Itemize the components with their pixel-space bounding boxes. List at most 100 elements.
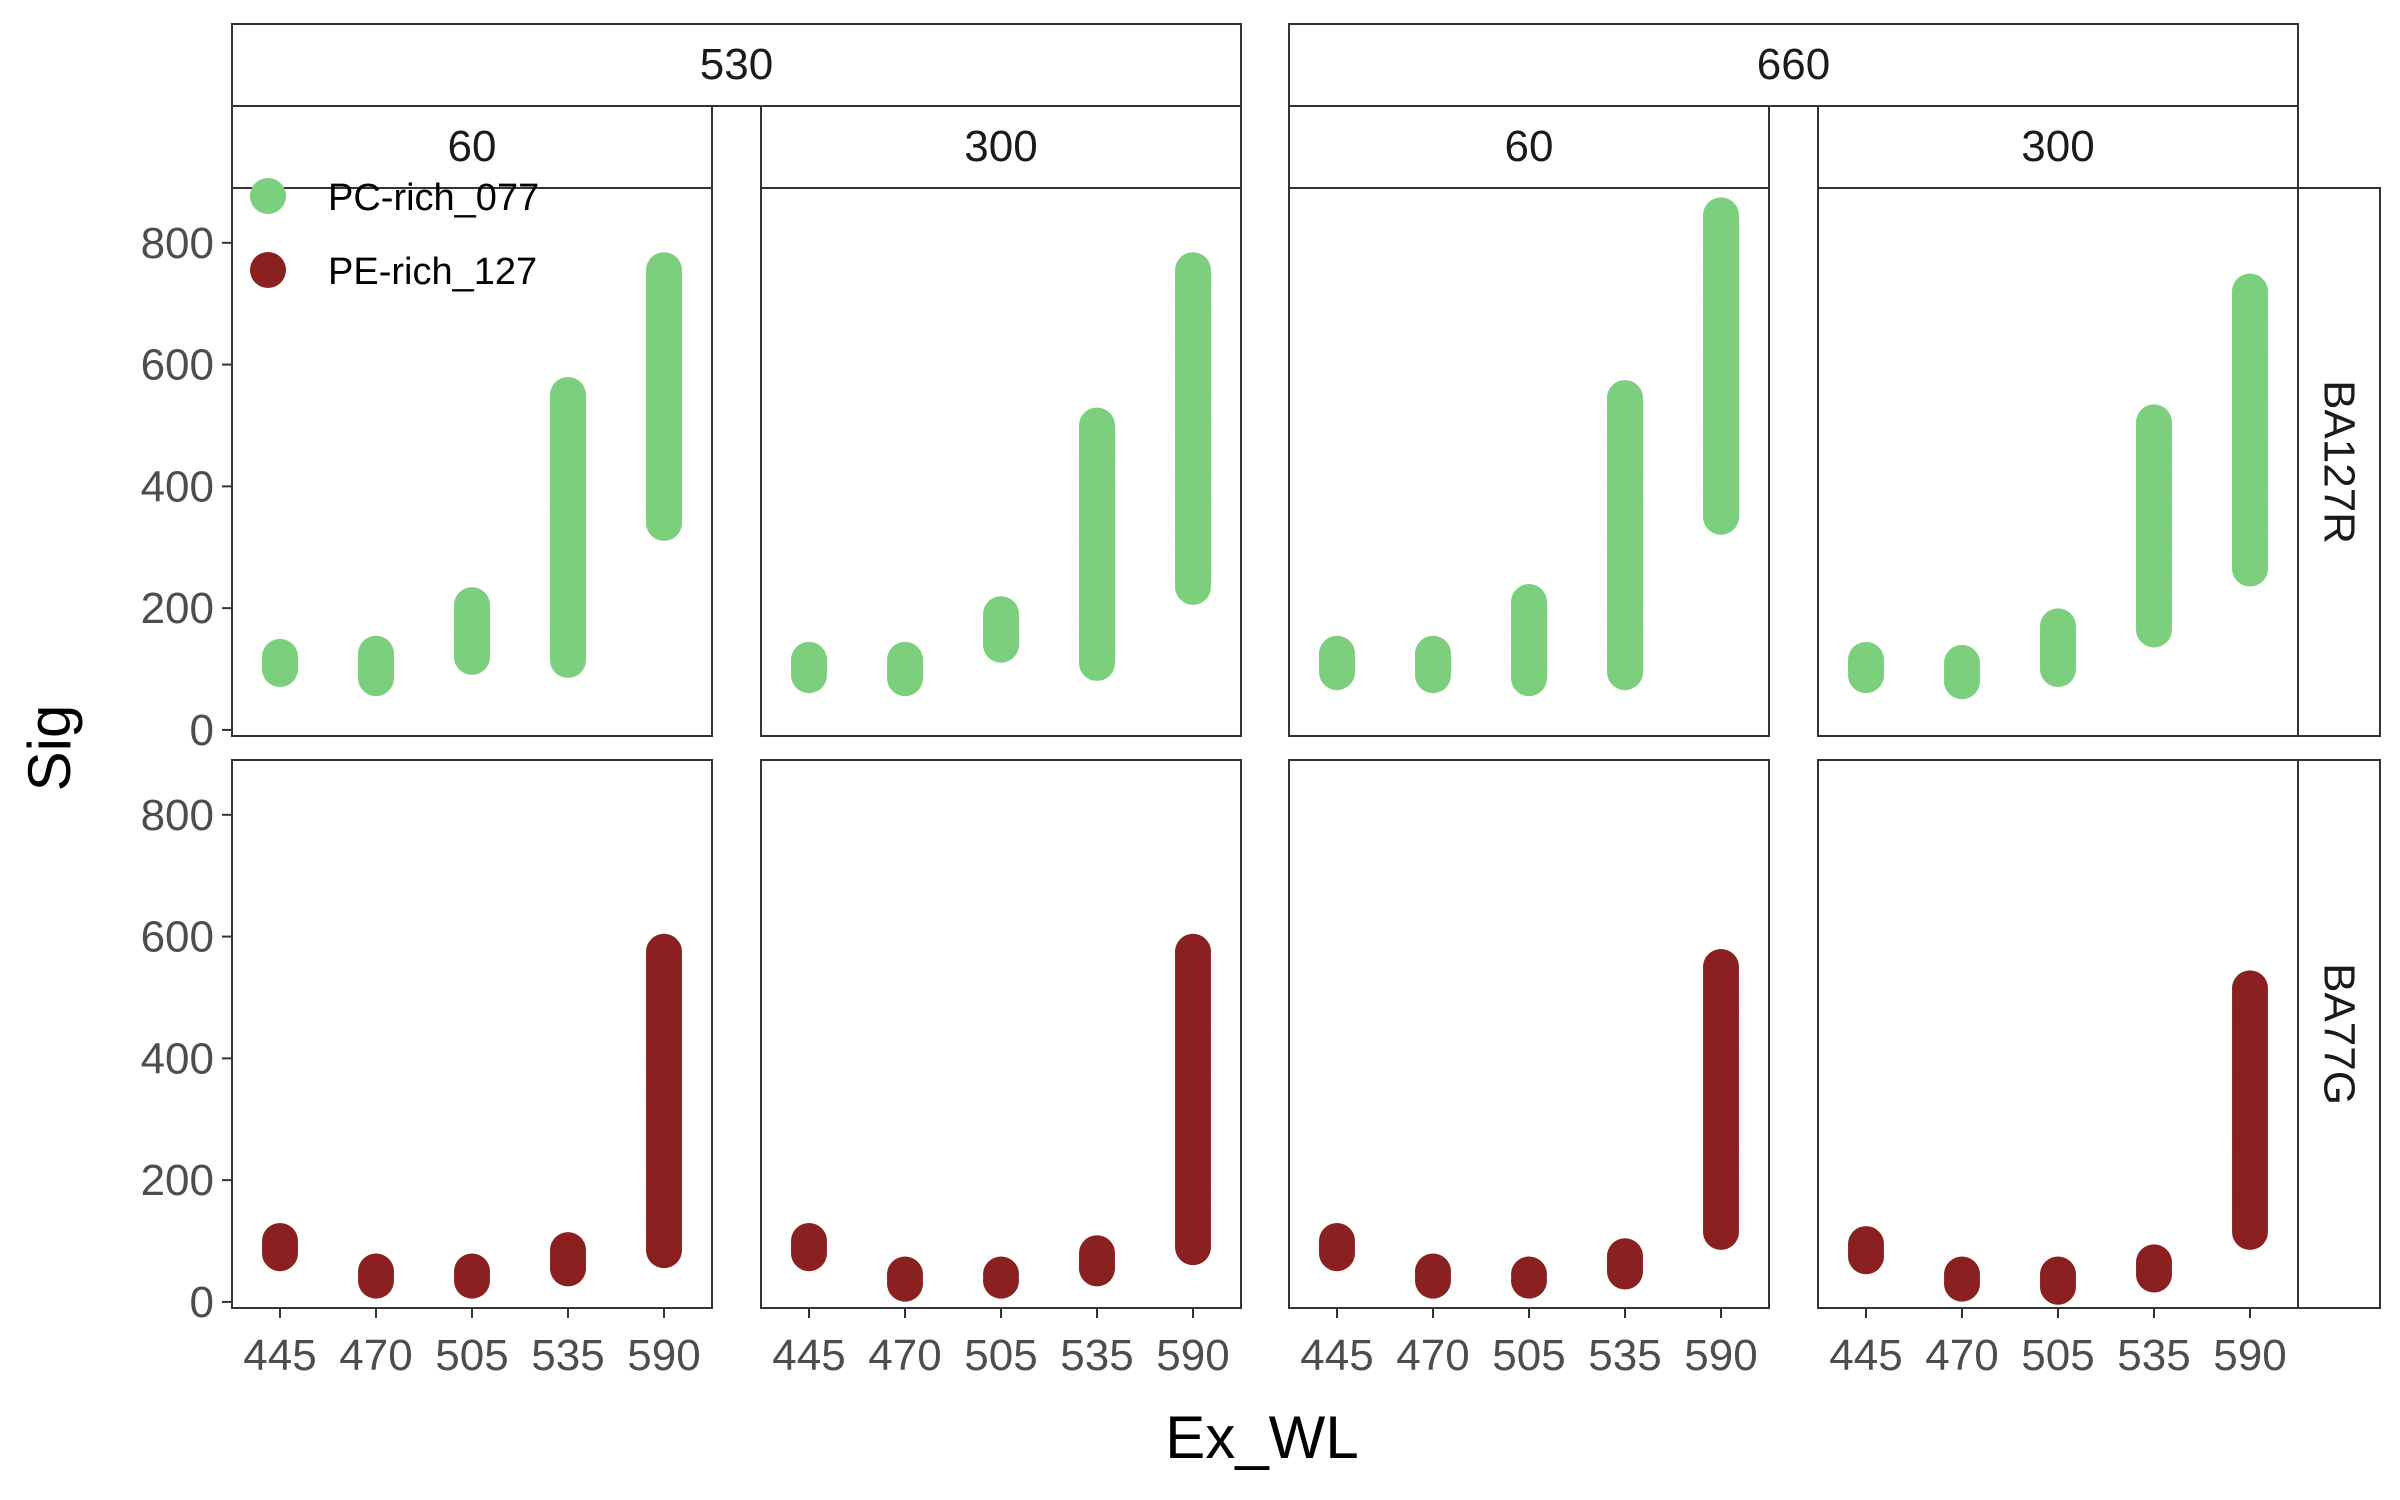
column-strip-outer-label: 530 bbox=[700, 40, 773, 89]
y-tick-label: 800 bbox=[141, 219, 214, 268]
data-point bbox=[887, 1256, 923, 1293]
column-strip-inner bbox=[760, 105, 1242, 189]
column-strip-outer bbox=[231, 23, 1242, 107]
data-point bbox=[358, 1253, 394, 1290]
panel-frame bbox=[1288, 759, 1770, 1309]
x-tick-label: 445 bbox=[243, 1331, 316, 1380]
data-point bbox=[791, 641, 827, 678]
data-point bbox=[1848, 641, 1884, 678]
y-tick-label: 800 bbox=[141, 791, 214, 840]
data-point bbox=[1415, 635, 1451, 672]
x-tick-label: 590 bbox=[1156, 1331, 1229, 1380]
data-point bbox=[1511, 1256, 1547, 1293]
panel-frame bbox=[760, 759, 1242, 1309]
data-point bbox=[2232, 970, 2268, 1007]
y-tick-label: 200 bbox=[141, 1156, 214, 1205]
column-strip-inner-label: 300 bbox=[964, 122, 1037, 171]
data-point bbox=[1415, 1253, 1451, 1290]
row-strip bbox=[2297, 187, 2381, 737]
column-strip-inner-label: 60 bbox=[1505, 122, 1554, 171]
data-point bbox=[1607, 1238, 1643, 1275]
data-point bbox=[1319, 635, 1355, 672]
panel-points-BA77G-660-60 bbox=[1319, 949, 1739, 1299]
x-tick-label: 445 bbox=[1300, 1331, 1373, 1380]
data-point bbox=[887, 641, 923, 678]
data-point bbox=[1079, 407, 1115, 444]
data-point bbox=[646, 252, 682, 289]
panel-points-BA77G-530-60 bbox=[262, 933, 682, 1299]
data-point bbox=[454, 1253, 490, 1290]
y-tick-label: 200 bbox=[141, 584, 214, 633]
x-tick-label: 470 bbox=[1396, 1331, 1469, 1380]
x-tick-label: 590 bbox=[1684, 1331, 1757, 1380]
x-tick-label: 590 bbox=[627, 1331, 700, 1380]
x-tick-label: 535 bbox=[531, 1331, 604, 1380]
column-strip-inner bbox=[231, 105, 713, 189]
x-tick-label: 505 bbox=[1492, 1331, 1565, 1380]
legend-label: PE-rich_127 bbox=[328, 251, 537, 293]
data-point bbox=[262, 638, 298, 675]
x-tick-label: 505 bbox=[964, 1331, 1037, 1380]
data-point bbox=[358, 635, 394, 672]
panel-points-BA127R-530-60 bbox=[262, 252, 682, 697]
data-point bbox=[550, 1232, 586, 1269]
data-point bbox=[454, 587, 490, 624]
column-strip-outer bbox=[1288, 23, 2299, 107]
data-point bbox=[1944, 1256, 1980, 1293]
x-tick-label: 535 bbox=[1060, 1331, 1133, 1380]
legend-label: PC-rich_077 bbox=[328, 177, 539, 219]
column-strip-inner-label: 60 bbox=[448, 122, 497, 171]
y-tick-label: 600 bbox=[141, 913, 214, 962]
data-point bbox=[2040, 608, 2076, 645]
column-strip-inner bbox=[1288, 105, 1770, 189]
x-tick-label: 505 bbox=[435, 1331, 508, 1380]
data-point bbox=[646, 933, 682, 970]
y-tick-label: 400 bbox=[141, 462, 214, 511]
x-tick-label: 445 bbox=[1829, 1331, 1902, 1380]
legend-key bbox=[250, 178, 286, 214]
data-point bbox=[983, 596, 1019, 633]
y-tick-label: 0 bbox=[190, 1278, 214, 1327]
row-strip-label: BA127R bbox=[2315, 380, 2364, 544]
axes-layer: 0 200 400 600 800 0 200 400 600 800 445 470 505 535 59… bbox=[141, 219, 2287, 1380]
data-point bbox=[1607, 380, 1643, 417]
panel-frame bbox=[231, 759, 713, 1309]
y-axis-title: Sig bbox=[16, 705, 83, 792]
x-axis-title: Ex_WL bbox=[1165, 1404, 1358, 1471]
data-point bbox=[1511, 584, 1547, 621]
panel-points-BA127R-660-300 bbox=[1848, 273, 2268, 700]
data-point bbox=[1079, 1235, 1115, 1272]
column-strip-outer-label: 660 bbox=[1757, 40, 1830, 89]
data-point bbox=[1703, 949, 1739, 986]
y-tick-label: 600 bbox=[141, 341, 214, 390]
panel-points-BA127R-530-300 bbox=[791, 252, 1211, 697]
legend: PC-rich_077 PE-rich_127 bbox=[250, 177, 539, 293]
panel-frame bbox=[1817, 759, 2299, 1309]
x-tick-label: 505 bbox=[2021, 1331, 2094, 1380]
x-tick-label: 445 bbox=[772, 1331, 845, 1380]
data-point bbox=[1944, 644, 1980, 681]
legend-key bbox=[250, 252, 286, 288]
row-strip bbox=[2297, 759, 2381, 1309]
data-point bbox=[550, 377, 586, 414]
y-tick-label: 400 bbox=[141, 1034, 214, 1083]
data-point bbox=[983, 1256, 1019, 1293]
data-point bbox=[2136, 404, 2172, 441]
data-point bbox=[1175, 933, 1211, 970]
panel-points-BA127R-660-60 bbox=[1319, 197, 1739, 697]
x-tick-label: 470 bbox=[1925, 1331, 1998, 1380]
x-tick-label: 470 bbox=[339, 1331, 412, 1380]
strips-layer: 530 660 60 300 60 300 BA127R BA77G bbox=[231, 23, 2381, 1309]
data-point bbox=[1848, 1226, 1884, 1263]
panel-points-BA77G-530-300 bbox=[791, 933, 1211, 1302]
data-point bbox=[2232, 273, 2268, 310]
data-point bbox=[1175, 252, 1211, 289]
data-point bbox=[2040, 1256, 2076, 1293]
y-tick-label: 0 bbox=[190, 706, 214, 755]
panels-layer bbox=[231, 187, 2299, 1309]
data-point bbox=[791, 1223, 827, 1260]
x-tick-label: 535 bbox=[1588, 1331, 1661, 1380]
column-strip-inner bbox=[1817, 105, 2299, 189]
data-point bbox=[262, 1223, 298, 1260]
